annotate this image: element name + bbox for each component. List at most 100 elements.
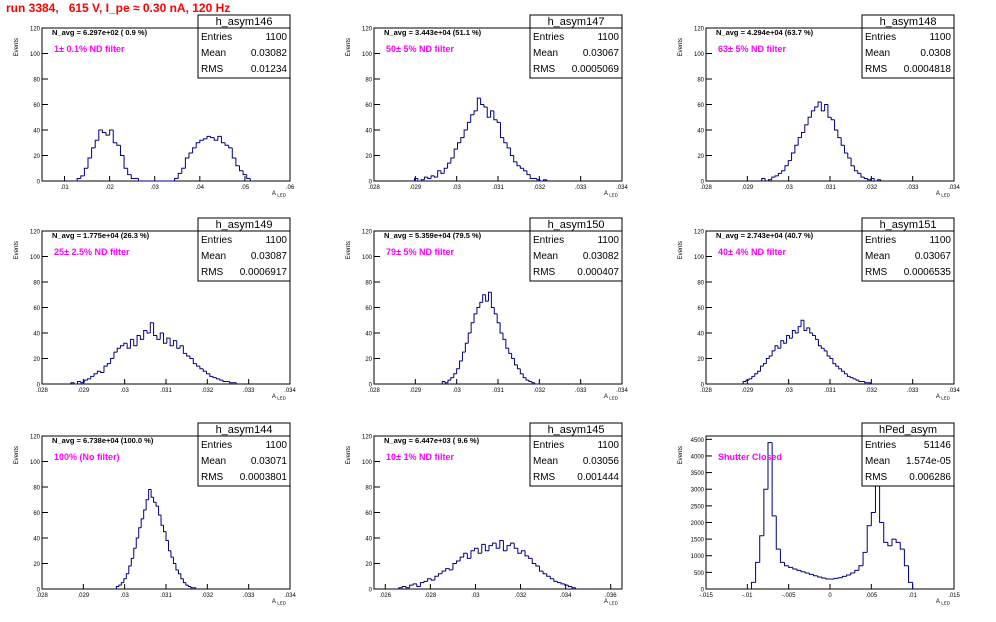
histogram-bin (115, 585, 119, 589)
histogram-bin (792, 567, 797, 570)
histogram-panel-h_asym144: 0 20 40 60 80 100 120 .028 .029 .03 .031 .032 .033 .0… (14, 422, 296, 606)
histogram-bin (908, 565, 913, 583)
x-tick-label: .028 (36, 593, 48, 599)
histogram-name: h_asym144 (216, 424, 273, 436)
histogram-bin (480, 98, 484, 105)
histogram-bin (841, 575, 847, 578)
x-tick-label: .03 (452, 388, 461, 394)
y-tick-label: 40 (365, 332, 372, 338)
y-axis-label: Events (678, 241, 684, 259)
y-axis-label: Events (346, 241, 352, 259)
y-tick-label: 40 (33, 129, 40, 135)
histogram-bin (833, 577, 839, 580)
histogram-bin (70, 382, 75, 384)
x-tick-label: .036 (605, 593, 617, 599)
histogram-bin (502, 333, 506, 340)
x-tick-label: .034 (560, 593, 572, 599)
filter-annotation: 40± 4% ND filter (718, 247, 786, 257)
x-tick-label: .029 (77, 593, 89, 599)
histogram-bin (496, 119, 501, 123)
histogram-bin (834, 119, 838, 131)
histogram-bin (93, 373, 98, 377)
histogram-bin (767, 179, 772, 181)
histogram-bin (490, 292, 495, 308)
histogram-bin (517, 548, 522, 554)
histogram-bin (857, 170, 861, 174)
page-title: run 3384, 615 V, I_pe ≈ 0.30 nA, 120 Hz (6, 1, 231, 15)
histogram-bin (149, 322, 154, 333)
histogram-bin (506, 142, 511, 149)
stats-box (197, 14, 291, 79)
stats-label: Mean (201, 456, 226, 467)
histogram-bin (511, 353, 515, 359)
histogram-bin (103, 365, 108, 373)
histogram-bin (788, 335, 793, 339)
histogram-bin (757, 370, 761, 374)
histogram-bin (820, 101, 825, 112)
histogram-bin (450, 377, 454, 381)
histogram-bin (571, 586, 576, 589)
y-tick-label: 4000 (691, 454, 705, 460)
y-axis-label: Events (678, 446, 684, 464)
stats-box (529, 422, 623, 487)
y-tick-label: 60 (697, 103, 704, 109)
histogram-bin (169, 338, 174, 347)
stats-value: 1100 (597, 32, 619, 43)
histogram-bin (767, 442, 773, 490)
histogram-bin (841, 368, 845, 372)
histogram-bin (467, 332, 472, 344)
x-tick-label: .026 (379, 593, 391, 599)
histogram-bin (202, 138, 208, 141)
stats-value: 0.03056 (583, 456, 620, 467)
y-tick-label: 0 (369, 383, 373, 389)
histogram-bin (182, 345, 187, 354)
histogram-bin (526, 170, 531, 176)
y-tick-label: 60 (365, 511, 372, 517)
histogram-bin (775, 515, 781, 550)
filter-annotation: 10± 1% ND filter (386, 452, 454, 462)
histogram-bin (534, 382, 538, 385)
histogram-bin (77, 380, 81, 384)
histogram-bin (519, 165, 524, 169)
histogram-bin (832, 358, 836, 365)
histogram-bin (167, 540, 171, 552)
y-tick-label: 0 (37, 180, 41, 186)
histogram-bin (513, 155, 518, 163)
histogram-bin (470, 114, 475, 123)
histogram-panel-h_asym149: 0 20 40 60 80 100 120 .028 .029 .03 .031 .032 .033 .0… (14, 217, 296, 401)
x-tick-label: .032 (865, 185, 877, 191)
x-axis-label: A LED (936, 599, 951, 606)
y-tick-label: 80 (697, 281, 704, 287)
histogram-bin (825, 578, 830, 580)
histogram-bin (510, 542, 515, 546)
x-tick-label: .032 (865, 388, 877, 394)
histogram-bin (858, 565, 864, 571)
histogram-bin (116, 347, 121, 353)
histogram-bin (830, 117, 835, 121)
stats-label: RMS (201, 472, 224, 483)
histogram-panel-h_asym145: 0 20 40 60 80 100 120 .026 .028 .03 .032 .034 .036A … (346, 422, 623, 606)
stats-label: Mean (533, 48, 558, 59)
x-tick-label: .033 (907, 388, 919, 394)
histogram-bin (113, 351, 118, 359)
y-tick-label: 80 (365, 281, 372, 287)
stats-label: Entries (533, 440, 564, 451)
histogram-bin (116, 142, 121, 146)
histogram-bin (858, 380, 862, 382)
stats-value: 0.01234 (251, 64, 288, 75)
histogram-bin (120, 345, 124, 349)
histogram-bin (779, 549, 785, 563)
histogram-bin (470, 550, 475, 559)
stats-value: 1100 (265, 32, 287, 43)
histogram-bin (199, 366, 204, 370)
histogram-bin (783, 340, 787, 344)
histogram-bin (514, 358, 518, 366)
histogram-bin (755, 561, 760, 583)
histogram-name: hPed_asym (879, 424, 937, 436)
y-tick-label: 60 (33, 103, 40, 109)
stats-label: RMS (533, 64, 556, 75)
histogram-bin (434, 575, 439, 581)
histogram-bin (466, 121, 471, 130)
histogram-bin (854, 569, 859, 574)
histogram-bin (796, 569, 802, 571)
